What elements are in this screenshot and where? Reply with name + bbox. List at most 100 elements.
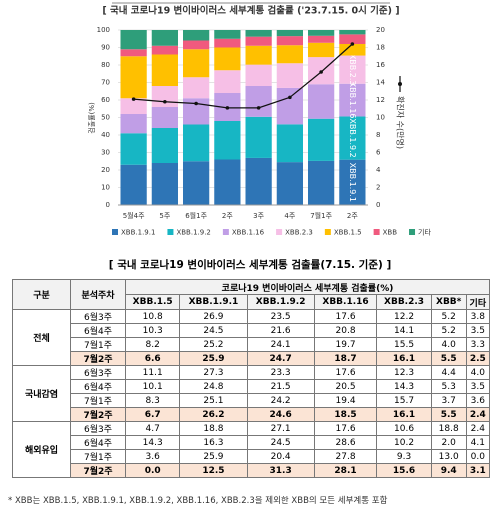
y2-tick-label: 4	[376, 166, 381, 174]
legend-label: XBB.2.3	[285, 229, 313, 237]
group-cell: 전체	[12, 309, 71, 366]
bar-segment	[183, 124, 210, 162]
bar-segment	[183, 161, 210, 205]
value-cell: 20.4	[246, 449, 315, 464]
y-tick-label: 20	[101, 166, 110, 174]
bar-segment	[245, 30, 272, 37]
value-cell: 27.1	[246, 421, 315, 436]
bar-segment	[339, 34, 366, 44]
value-cell: 3.6	[465, 393, 491, 408]
legend-swatch	[167, 229, 174, 235]
bar-segment	[245, 157, 272, 205]
y2-tick-label: 0	[376, 201, 380, 209]
value-cell: 5.3	[430, 379, 467, 394]
bar-segment	[339, 116, 366, 160]
bar-segment	[276, 30, 303, 37]
bar-segment	[151, 86, 178, 107]
y2-tick-label: 8	[376, 131, 380, 139]
y2-tick-label: 18	[376, 44, 385, 52]
value-cell: 10.3	[124, 323, 181, 338]
value-cell: 18.7	[313, 351, 378, 366]
bar-segment	[120, 98, 147, 114]
x-tick-label: 6월1주	[185, 211, 207, 220]
week-cell: 6월3주	[70, 365, 126, 380]
value-cell: 3.1	[465, 463, 491, 478]
value-cell: 18.8	[430, 421, 467, 436]
value-cell: 11.1	[124, 365, 181, 380]
bar-segment	[151, 45, 178, 55]
legend-swatch	[409, 229, 416, 235]
bar-segment	[339, 159, 366, 205]
value-cell: 9.4	[430, 463, 467, 478]
value-cell: 4.0	[430, 337, 467, 352]
header-cell: 구분	[12, 279, 71, 310]
week-cell: 7월1주	[70, 337, 126, 352]
week-cell: 7월2주	[70, 351, 126, 366]
legend-swatch	[222, 229, 229, 235]
value-cell: 17.6	[313, 365, 378, 380]
group-cell: 국내감염	[12, 365, 71, 422]
value-cell: 24.7	[246, 351, 315, 366]
line-point	[256, 106, 261, 110]
value-cell: 6.6	[124, 351, 181, 366]
value-cell: 10.2	[376, 435, 432, 450]
legend-label: XBB	[383, 229, 398, 237]
value-cell: 3.6	[124, 449, 181, 464]
chart: [ 국내 코로나19 변이바이러스 세부계통 검출률 ('23.7.15. 0시…	[87, 2, 431, 237]
value-cell: 0.0	[124, 463, 181, 478]
table: 구분 분석주차 코로나19 변이바이러스 세부계통 검출률(%) XBB.1.5 XBB…	[12, 279, 491, 478]
value-cell: 4.4	[430, 365, 467, 380]
bar-segment	[214, 70, 241, 93]
value-cell: 18.5	[313, 407, 378, 422]
header-cell: 코로나19 변이바이러스 세부계통 검출률(%)	[125, 279, 490, 295]
value-cell: 12.5	[179, 463, 248, 478]
value-cell: 19.4	[313, 393, 378, 408]
y2-tick-label: 16	[376, 61, 385, 69]
legend-label: XBB.1.9.1	[121, 229, 155, 237]
value-cell: 31.3	[246, 463, 315, 478]
line-series	[133, 43, 353, 109]
value-cell: 24.1	[246, 337, 315, 352]
value-cell: 23.3	[246, 365, 315, 380]
line-point	[350, 42, 355, 46]
column-header: XBB.1.9.2	[246, 294, 315, 310]
value-cell: 5.2	[430, 309, 467, 324]
bar-segment	[183, 77, 210, 99]
bar-annotation: XBB.1.9.2	[348, 118, 357, 157]
value-cell: 26.9	[179, 309, 248, 324]
bar-annotation: XBB.1.9.1	[348, 163, 357, 202]
value-cell: 27.3	[179, 365, 248, 380]
bar-annotation: XBB.2.3	[348, 54, 357, 86]
week-cell: 7월2주	[70, 463, 126, 478]
value-cell: 15.6	[376, 463, 432, 478]
y2-tick-label: 14	[376, 79, 385, 87]
value-cell: 3.3	[465, 337, 491, 352]
legend-swatch	[276, 229, 283, 235]
bar-segment	[214, 47, 241, 71]
column-header: XBB.1.5	[124, 294, 181, 310]
bar-annotation: XBB.1.16	[348, 82, 357, 119]
column-header: XBB.1.16	[313, 294, 378, 310]
value-cell: 3.7	[430, 393, 467, 408]
value-cell: 16.1	[376, 351, 432, 366]
value-cell: 4.7	[124, 421, 181, 436]
bar-segment	[276, 87, 303, 125]
value-cell: 10.6	[376, 421, 432, 436]
bar-segment	[183, 30, 210, 41]
value-cell: 9.3	[376, 449, 432, 464]
value-cell: 24.2	[246, 393, 315, 408]
value-cell: 0.0	[465, 449, 491, 464]
bar-segment	[120, 30, 147, 50]
bar-segment	[245, 45, 272, 65]
y2-tick-label: 12	[376, 96, 385, 104]
value-cell: 20.5	[313, 379, 378, 394]
column-header: XBB.2.3	[376, 294, 432, 310]
week-cell: 6월3주	[70, 421, 126, 436]
y-tick-label: 0	[106, 201, 110, 209]
value-cell: 25.9	[179, 449, 248, 464]
bar-segment	[308, 30, 335, 36]
value-cell: 5.2	[430, 323, 467, 338]
value-cell: 23.5	[246, 309, 315, 324]
header-cell: 분석주차	[70, 279, 126, 310]
value-cell: 26.2	[179, 407, 248, 422]
